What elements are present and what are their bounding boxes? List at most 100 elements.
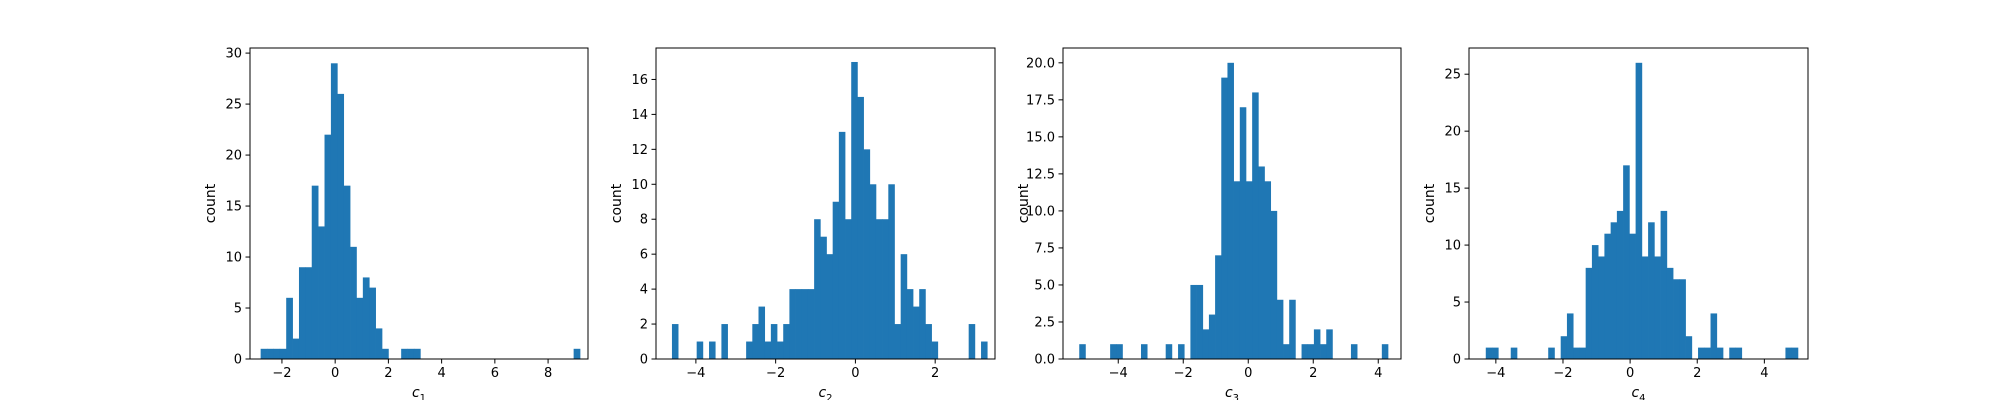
y-tick-label: 20 bbox=[1444, 125, 1461, 140]
y-tick-label: 30 bbox=[225, 47, 242, 62]
histogram-bar bbox=[906, 289, 914, 359]
histogram-bar bbox=[826, 254, 834, 359]
histogram-bar bbox=[875, 219, 883, 359]
y-tick-label: 0 bbox=[1453, 353, 1461, 368]
histogram-bar bbox=[820, 236, 827, 359]
histogram-bar bbox=[696, 341, 704, 359]
x-tick-label: 0 bbox=[851, 366, 859, 381]
histogram-bar bbox=[807, 289, 815, 359]
histogram-bar bbox=[1566, 313, 1574, 359]
y-tick-label: 25 bbox=[225, 98, 242, 113]
y-tick-label: 2 bbox=[640, 318, 648, 333]
histogram-bar bbox=[1685, 336, 1693, 359]
histogram-bar bbox=[1350, 344, 1358, 359]
histogram-bar bbox=[1673, 279, 1680, 359]
histogram-bar bbox=[832, 201, 840, 359]
axes-frame bbox=[1468, 47, 1809, 360]
y-tick-label: 5 bbox=[1453, 296, 1461, 311]
histogram-bar bbox=[869, 184, 877, 359]
histogram-bar bbox=[1666, 267, 1674, 359]
histogram-bar bbox=[1208, 314, 1216, 359]
histogram-bar bbox=[1301, 344, 1309, 359]
x-axis-label-subscript: 2 bbox=[826, 393, 832, 400]
histogram-bar bbox=[1791, 347, 1799, 359]
y-tick-label: 15 bbox=[225, 200, 242, 215]
x-tick-label: 0 bbox=[1626, 366, 1634, 381]
histogram-bar bbox=[1710, 313, 1718, 359]
histogram-bar bbox=[343, 185, 351, 359]
histogram-bar bbox=[1178, 344, 1185, 359]
histogram-bar bbox=[900, 254, 908, 359]
histogram-bar bbox=[356, 297, 364, 359]
histogram-bar bbox=[1381, 344, 1389, 359]
histogram-bar bbox=[1245, 181, 1253, 359]
histogram-bar bbox=[330, 63, 338, 360]
histogram-bar bbox=[1239, 107, 1247, 360]
histogram-bar bbox=[1485, 347, 1493, 359]
x-tick-label: 2 bbox=[931, 366, 939, 381]
histogram-bar bbox=[1591, 245, 1599, 359]
histogram-bar bbox=[1313, 329, 1321, 359]
histogram-bar bbox=[1548, 347, 1555, 359]
histogram-bar bbox=[1735, 347, 1743, 359]
histogram-bar bbox=[1196, 284, 1204, 359]
histogram-bar bbox=[413, 348, 421, 359]
x-tick-label: 8 bbox=[544, 366, 552, 381]
y-tick-label: 17.5 bbox=[1026, 93, 1055, 108]
x-tick-label: 0 bbox=[331, 366, 339, 381]
x-tick-label: 4 bbox=[1374, 366, 1382, 381]
histogram-bar bbox=[777, 341, 784, 359]
histogram-bar bbox=[1616, 210, 1624, 359]
histogram-bar bbox=[789, 289, 796, 359]
histogram-bar bbox=[1604, 233, 1611, 359]
x-tick-label: 4 bbox=[437, 366, 445, 381]
histogram-bar bbox=[1716, 347, 1724, 359]
histogram-bar bbox=[401, 348, 408, 359]
histogram-bar bbox=[1492, 347, 1499, 359]
histogram-bar bbox=[1190, 284, 1197, 359]
x-tick-label: 2 bbox=[1309, 366, 1317, 381]
x-tick-label: 2 bbox=[1693, 366, 1701, 381]
histogram-bar bbox=[362, 277, 370, 359]
x-tick-label: −2 bbox=[1553, 366, 1572, 381]
y-tick-label: 7.5 bbox=[1034, 241, 1055, 256]
histogram-bar bbox=[770, 324, 778, 359]
histogram-bar bbox=[845, 219, 852, 359]
x-tick-label: 4 bbox=[1760, 366, 1768, 381]
histogram-bar bbox=[1221, 77, 1228, 360]
histogram-bar bbox=[407, 348, 415, 359]
histogram-bar bbox=[267, 348, 274, 359]
histogram-bar bbox=[913, 306, 920, 359]
histogram-bar bbox=[1660, 210, 1668, 359]
y-tick-label: 16 bbox=[631, 73, 648, 88]
axes-frame bbox=[249, 47, 589, 360]
x-tick-label: 6 bbox=[491, 366, 499, 381]
histogram-bar bbox=[286, 297, 293, 359]
histogram-bar bbox=[1698, 347, 1705, 359]
y-axis-label: count bbox=[609, 183, 625, 223]
y-tick-label: 2.5 bbox=[1034, 315, 1055, 330]
y-tick-label: 12 bbox=[631, 143, 648, 158]
y-tick-label: 20 bbox=[225, 149, 242, 164]
y-tick-label: 12.5 bbox=[1026, 167, 1055, 182]
histogram-bar bbox=[350, 246, 357, 359]
histogram-bar bbox=[1270, 210, 1278, 359]
histogram-bar bbox=[894, 324, 902, 359]
y-tick-label: 0.0 bbox=[1034, 353, 1055, 368]
y-tick-label: 25 bbox=[1444, 68, 1461, 83]
y-tick-label: 0 bbox=[234, 353, 242, 368]
histogram-bar bbox=[1110, 344, 1117, 359]
histogram-bar bbox=[1227, 62, 1234, 360]
histogram-bar bbox=[1629, 233, 1636, 359]
y-tick-label: 6 bbox=[640, 248, 648, 263]
x-tick-label: −4 bbox=[1486, 366, 1505, 381]
x-axis-label-subscript: 3 bbox=[1233, 393, 1239, 400]
histogram-bar bbox=[1283, 344, 1290, 359]
histogram-bar bbox=[1585, 267, 1593, 359]
histogram-bar bbox=[1289, 299, 1296, 359]
histogram-bar bbox=[1264, 181, 1272, 359]
histogram-bar bbox=[1635, 62, 1643, 360]
histogram-bar bbox=[1320, 344, 1327, 359]
histogram-bar bbox=[1729, 347, 1736, 359]
